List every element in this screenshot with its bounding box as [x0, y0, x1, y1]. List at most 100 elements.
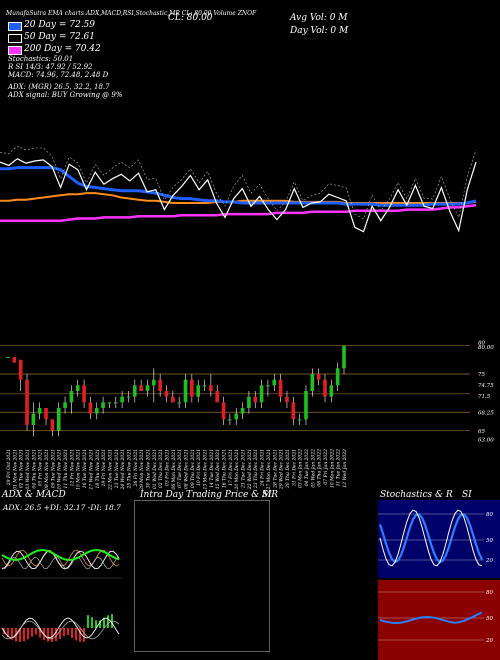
macd-bar	[27, 628, 29, 640]
macd-bar	[91, 617, 93, 628]
candle-body	[152, 379, 156, 386]
candle-body	[310, 374, 315, 391]
x-tick-label: 17 Fri Dec 2021	[228, 449, 234, 486]
x-tick-label: 25 Thu Nov 2021	[126, 449, 132, 489]
y-tick-label: 71.5	[478, 394, 491, 400]
ma200-swatch	[8, 46, 22, 55]
x-tick-label: 12 Wed Jan 2022	[342, 449, 348, 488]
x-tick-label: 20 Mon Dec 2021	[234, 449, 240, 490]
candle-body	[272, 379, 277, 386]
x-tick-label: 16 Thu Dec 2021	[222, 449, 228, 488]
x-tick-label: 22 Wed Dec 2021	[247, 449, 253, 490]
stoch-tick-label: 50	[486, 538, 493, 544]
stoch-panel-bg	[378, 500, 500, 578]
rsi-label: R SI 14/3: 47.92 / 52.92	[8, 63, 93, 71]
x-tick-label: 24 Fri Dec 2021	[260, 449, 266, 487]
x-tick-label: 04 Tue Jan 2022	[304, 449, 310, 487]
stoch-tick-label: 80	[486, 512, 493, 518]
x-tick-label: 16 Tue Nov 2021	[82, 449, 88, 488]
x-tick-label: 19 Fri Nov 2021	[101, 449, 107, 486]
series-line-ma200	[0, 203, 477, 222]
candle-body	[323, 379, 327, 397]
x-tick-label: 07 Tue Dec 2021	[177, 449, 183, 488]
macd-bar	[107, 615, 109, 628]
candle-body	[101, 402, 105, 408]
y-tick-label: 63.00	[478, 438, 494, 444]
ma20-swatch	[8, 22, 22, 31]
macd-bar	[59, 628, 61, 640]
rsi-line	[379, 611, 483, 625]
minus-di-line	[1, 550, 120, 570]
candle-body	[209, 385, 213, 391]
candle-body	[6, 357, 10, 358]
candle-body	[329, 385, 334, 397]
macd-signal-line	[1, 620, 120, 640]
candle-body	[316, 374, 321, 380]
x-tick-label: 11 Tue Jan 2022	[336, 449, 342, 487]
candle-body	[342, 345, 346, 369]
candle-body	[202, 385, 207, 387]
day-vol: Day Vol: 0 M	[290, 26, 349, 36]
macd-bar	[67, 628, 69, 635]
candle-body	[228, 419, 232, 421]
candle-body	[278, 379, 283, 397]
macd-bar	[7, 628, 9, 638]
intraday-panel-title2: SI	[262, 490, 272, 500]
candle-body	[183, 379, 188, 403]
x-tick-label: 17 Wed Nov 2021	[88, 449, 94, 489]
candle-body	[107, 402, 112, 404]
x-tick-label: 05 Wed Jan 2022	[310, 449, 316, 488]
candle-body	[259, 385, 264, 403]
rsi-panel-bg	[378, 580, 500, 660]
x-tick-label: 21 Tue Dec 2021	[241, 449, 247, 489]
x-tick-label: 09 Tue Nov 2021	[50, 449, 56, 488]
candle-body	[37, 408, 42, 414]
candle-body	[50, 419, 55, 431]
x-tick-label: 03 Mon Jan 2022	[298, 449, 304, 488]
candle-body	[291, 402, 296, 420]
x-tick-label: 08 Wed Dec 2021	[184, 449, 190, 489]
ma50-swatch	[8, 34, 22, 43]
candle-body	[132, 385, 137, 397]
macd-label: MACD: 74.96, 72.48, 2.48 D	[8, 71, 109, 79]
upper-band-line	[0, 145, 477, 220]
macd-bar	[47, 628, 49, 642]
candle-body	[196, 385, 200, 397]
candle-body	[240, 408, 245, 414]
intraday-panel-title: Intra Day Trading Price & MR	[140, 490, 279, 500]
macd-bar	[11, 628, 13, 640]
macd-bar	[75, 628, 77, 641]
x-tick-label: 10 Mon Jan 2022	[329, 449, 335, 488]
candle-body	[120, 396, 124, 403]
candle-body	[113, 402, 118, 404]
x-tick-label: 10 Wed Nov 2021	[57, 449, 63, 489]
macd-bar	[95, 620, 97, 628]
candle-body	[297, 419, 302, 421]
adx-label: ADX: (MGR) 26.5, 32.2, 18.7	[8, 83, 110, 91]
candle-body	[304, 391, 308, 420]
x-tick-label: 01 Mon Nov 2021	[12, 449, 18, 490]
x-tick-label: 29 Wed Dec 2021	[279, 449, 285, 490]
y-tick-label: 75	[478, 372, 485, 378]
cl-label: CL: 80.00	[168, 13, 213, 23]
series-line-ma20	[0, 166, 477, 207]
x-tick-label: 15 Wed Dec 2021	[215, 449, 221, 489]
intraday-panel	[134, 500, 270, 652]
adx-values-label: ADX: 26.5 +DI: 32.17 -DI: 18.7	[2, 503, 121, 512]
x-tick-label: 02 Thu Dec 2021	[158, 449, 164, 488]
candle-body	[335, 368, 340, 386]
y-tick-label: 68.25	[478, 410, 494, 416]
rsi-tick-label: 20	[485, 638, 493, 644]
x-tick-label: 06 Mon Dec 2021	[171, 449, 177, 489]
plus-di-line	[1, 549, 120, 567]
macd-bar	[23, 628, 25, 642]
avg-vol: Avg Vol: 0 M	[290, 13, 348, 23]
x-tick-label: 11 Thu Nov 2021	[63, 449, 69, 488]
x-tick-label: 18 Thu Nov 2021	[95, 449, 101, 488]
candle-body	[25, 379, 29, 425]
candle-body	[247, 396, 251, 408]
y-tick-label: 65	[478, 429, 485, 435]
stochastics-rsi-panel: 80 50 20 80 50 20	[378, 500, 500, 660]
x-tick-label: 03 Wed Nov 2021	[25, 449, 31, 489]
